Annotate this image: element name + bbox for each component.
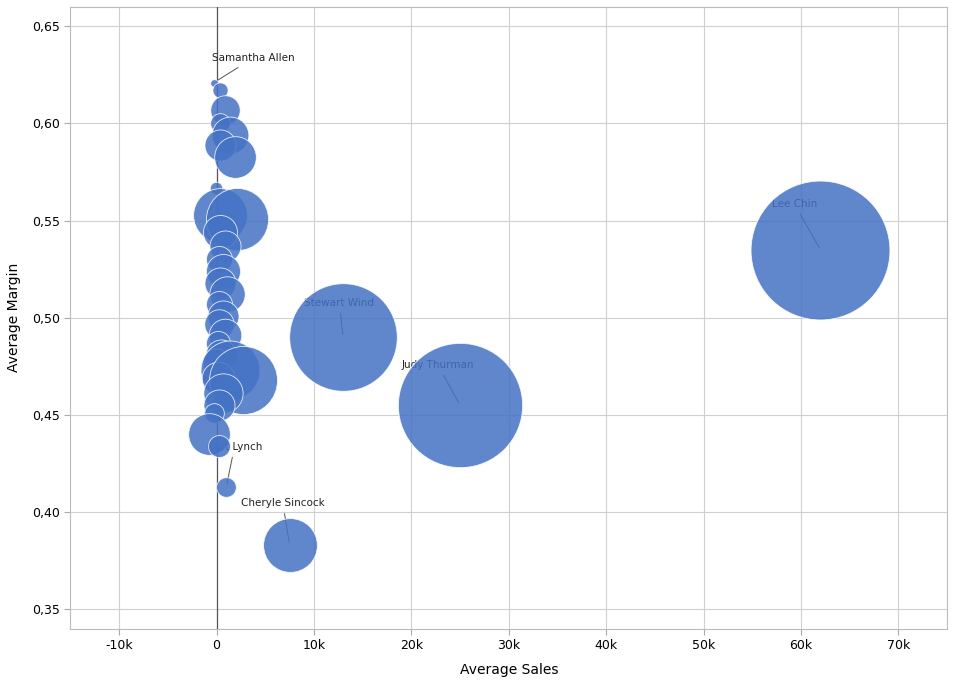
Point [213, 349, 229, 360]
Point [217, 105, 233, 116]
Point [222, 130, 237, 141]
Point [222, 365, 237, 376]
Point [201, 429, 216, 440]
Point [282, 540, 297, 551]
Point [206, 408, 221, 419]
Point [215, 388, 231, 399]
Point [213, 85, 228, 96]
Point [215, 311, 231, 321]
Point [215, 265, 231, 276]
Point [235, 374, 251, 385]
Y-axis label: Average Margin: Average Margin [7, 263, 21, 372]
Point [227, 151, 242, 162]
Point [229, 213, 244, 224]
Point [210, 337, 225, 348]
Text: Cheryle Sincock: Cheryle Sincock [241, 498, 324, 542]
Text: Stewart Wind: Stewart Wind [304, 298, 374, 334]
Point [208, 182, 223, 193]
Text: Judy Thurman: Judy Thurman [401, 360, 474, 403]
Point [206, 77, 221, 88]
Point [217, 330, 233, 341]
Point [213, 227, 228, 238]
Point [212, 318, 227, 329]
Text: Lee Chin: Lee Chin [771, 199, 819, 248]
Point [335, 332, 351, 343]
Point [210, 373, 225, 384]
X-axis label: Average Sales: Average Sales [459, 663, 558, 677]
Point [213, 209, 228, 220]
Point [218, 482, 233, 492]
Point [452, 399, 467, 410]
Point [217, 240, 233, 251]
Point [213, 140, 228, 150]
Point [812, 244, 827, 255]
Point [213, 118, 228, 129]
Point [211, 399, 226, 410]
Point [211, 299, 226, 310]
Point [219, 289, 234, 300]
Point [211, 254, 226, 265]
Point [208, 357, 223, 368]
Text: Samantha Allen: Samantha Allen [212, 53, 294, 81]
Point [213, 277, 228, 288]
Point [211, 440, 226, 451]
Text: Cart Lynch: Cart Lynch [207, 442, 262, 484]
